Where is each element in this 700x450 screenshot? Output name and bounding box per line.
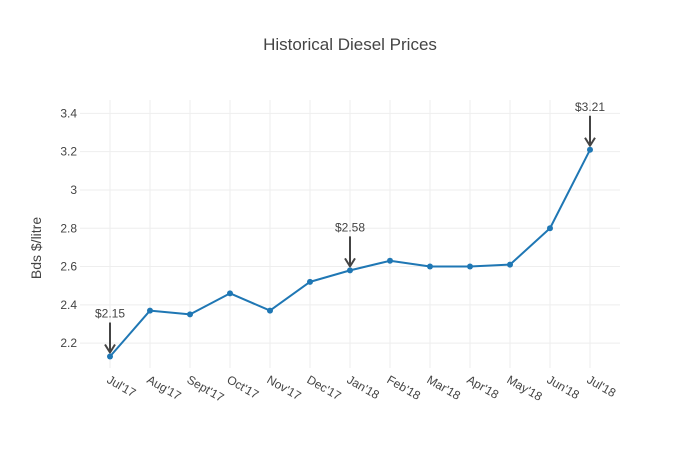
data-point [227,290,233,297]
data-point [347,267,353,274]
data-point [547,225,553,232]
data-point [587,146,593,153]
annotation-label: $2.15 [95,307,125,321]
series [107,146,593,360]
y-tick-label: 3.2 [60,145,77,159]
annotation-arrow-head [104,343,116,354]
annotation-label: $2.58 [335,220,365,234]
grid [80,100,620,368]
data-point [507,261,513,268]
chart-title: Historical Diesel Prices [263,35,437,54]
data-point [467,263,473,270]
data-point [427,263,433,270]
data-point [147,307,153,314]
y-axis-label: Bds $/litre [28,217,44,279]
y-tick-label: 2.8 [60,221,77,235]
y-tick-label: 3 [70,183,77,197]
data-point [107,353,113,360]
y-tick-label: 3.4 [60,106,77,120]
data-point [267,307,273,314]
y-tick-label: 2.6 [60,260,77,274]
y-tick-label: 2.4 [60,298,77,312]
annotations: $2.15 $2.58 $3.21 [95,100,605,354]
annotation-label: $3.21 [575,100,605,114]
y-tick-label: 2.2 [60,336,77,350]
data-point [307,278,313,285]
annotation-arrow-head [344,257,356,268]
data-point [187,311,193,318]
annotation-arrow-head [584,137,596,147]
y-axis-ticks: 2.2 2.4 2.6 2.8 3 3.2 3.4 [60,106,77,350]
data-point [387,257,393,264]
